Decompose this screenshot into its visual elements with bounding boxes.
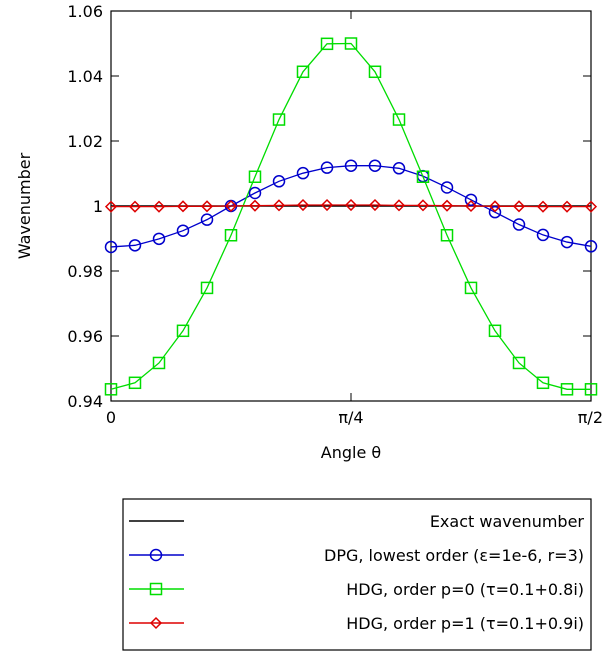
axis-ticks: 0.94 0.96 0.98 1 1.02 1.04 1.06 0 π/4 π/2 — [67, 2, 603, 427]
series-line-3 — [111, 204, 591, 208]
data-point-3 — [560, 200, 574, 213]
data-point-2 — [512, 356, 526, 370]
y-tick-label: 0.98 — [67, 262, 103, 281]
y-axis-label: Wavenumber — [15, 152, 34, 259]
data-point-2 — [416, 170, 430, 183]
data-point-2 — [344, 37, 358, 50]
data-point-2 — [224, 229, 238, 242]
data-point-1 — [464, 193, 478, 207]
data-point-1 — [512, 218, 526, 231]
data-point-2 — [368, 65, 382, 79]
data-point-2 — [176, 324, 190, 338]
data-point-3 — [368, 198, 382, 212]
data-point-1 — [296, 166, 310, 180]
legend-label-1: DPG, lowest order (ε=1e-6, r=3) — [324, 546, 584, 565]
x-axis-label: Angle θ — [321, 443, 381, 462]
y-tick-label: 1.04 — [67, 67, 103, 86]
data-point-3 — [584, 200, 598, 213]
data-point-3 — [224, 199, 238, 213]
data-point-1 — [272, 175, 286, 188]
data-point-3 — [128, 200, 142, 213]
data-point-1 — [248, 186, 262, 200]
legend-box — [122, 498, 592, 651]
data-point-1 — [104, 240, 118, 254]
y-tick-label: 1 — [93, 197, 103, 216]
data-point-3 — [176, 200, 190, 213]
y-tick-label: 1.02 — [67, 132, 103, 151]
data-point-1 — [536, 228, 550, 242]
data-point-3 — [152, 200, 166, 213]
data-point-1 — [128, 239, 142, 252]
data-point-2 — [200, 281, 214, 295]
data-point-3 — [512, 200, 526, 213]
legend-marker-2 — [149, 582, 163, 596]
data-point-3 — [488, 200, 502, 213]
data-point-3 — [464, 199, 478, 213]
data-point-2 — [152, 356, 166, 370]
data-point-1 — [344, 159, 358, 172]
data-point-1 — [200, 213, 214, 226]
data-point-2 — [440, 229, 454, 242]
data-point-1 — [152, 232, 166, 246]
series-line-1 — [110, 165, 592, 248]
y-tick-label: 0.96 — [67, 327, 103, 346]
legend-marker-1 — [149, 548, 163, 562]
data-point-1 — [392, 162, 406, 175]
data-point-3 — [200, 200, 214, 213]
data-point-2 — [464, 281, 478, 295]
data-point-3 — [536, 200, 550, 213]
data-point-3 — [248, 199, 262, 212]
data-point-1 — [320, 161, 334, 174]
series-line-2 — [110, 42, 591, 390]
y-tick-label: 1.06 — [67, 2, 103, 21]
data-point-1 — [176, 224, 190, 237]
legend-label-0: Exact wavenumber — [430, 512, 585, 531]
data-point-2 — [488, 324, 502, 338]
data-point-3 — [344, 198, 358, 212]
data-point-2 — [296, 65, 310, 79]
legend-label-3: HDG, order p=1 (τ=0.1+0.9i) — [346, 614, 584, 633]
data-point-3 — [320, 198, 334, 212]
data-point-2 — [104, 383, 118, 396]
data-point-1 — [368, 159, 382, 172]
data-point-2 — [248, 170, 262, 183]
data-point-2 — [128, 376, 142, 390]
x-tick-label: 0 — [106, 408, 116, 427]
plot-lines — [110, 42, 592, 390]
data-point-1 — [440, 181, 454, 194]
legend: Exact wavenumber DPG, lowest order (ε=1e-… — [129, 512, 584, 633]
data-point-3 — [392, 199, 406, 212]
data-point-1 — [488, 205, 502, 219]
data-point-3 — [416, 199, 430, 212]
x-tick-label: π/2 — [578, 408, 603, 427]
legend-marker-3 — [149, 616, 163, 630]
data-point-3 — [104, 200, 118, 213]
data-point-3 — [296, 198, 310, 212]
plot-markers — [104, 37, 598, 396]
data-point-1 — [584, 240, 598, 253]
data-point-2 — [536, 376, 550, 390]
data-point-2 — [560, 383, 574, 396]
data-point-2 — [584, 383, 598, 396]
data-point-3 — [440, 199, 454, 212]
data-point-2 — [392, 113, 406, 126]
y-tick-label: 0.94 — [67, 392, 103, 411]
legend-label-2: HDG, order p=0 (τ=0.1+0.8i) — [346, 580, 584, 599]
x-tick-label: π/4 — [338, 408, 363, 427]
data-point-2 — [272, 113, 286, 126]
data-point-2 — [320, 37, 334, 51]
data-point-1 — [560, 235, 574, 249]
data-point-3 — [272, 199, 286, 212]
